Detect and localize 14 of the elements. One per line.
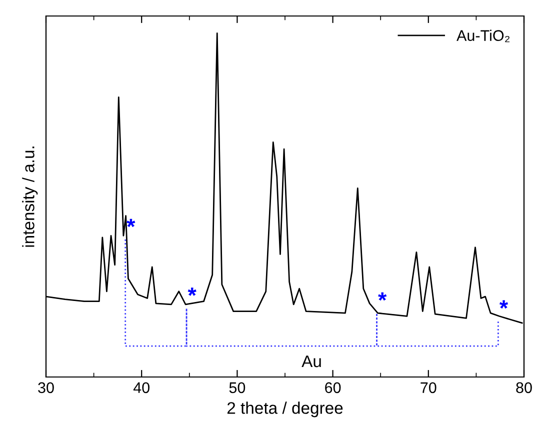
annotation: *	[378, 292, 387, 301]
annotation: *	[499, 300, 508, 309]
x-tick-label: 40	[133, 382, 150, 394]
y-axis-title: intensity / a.u.	[22, 146, 38, 247]
x-tick-label: 60	[325, 382, 341, 394]
legend-label: Au-TiO₂	[456, 30, 510, 42]
x-tick-label: 30	[38, 382, 54, 394]
annotation: *	[188, 288, 196, 296]
x-tick-label: 50	[229, 382, 246, 394]
x-tick-label: 80	[516, 382, 532, 394]
x-axis-title: 2 theta / degree	[227, 402, 343, 418]
annotation: *	[126, 218, 136, 228]
annotation: Au	[302, 356, 321, 368]
x-tick-label: 70	[420, 382, 436, 394]
